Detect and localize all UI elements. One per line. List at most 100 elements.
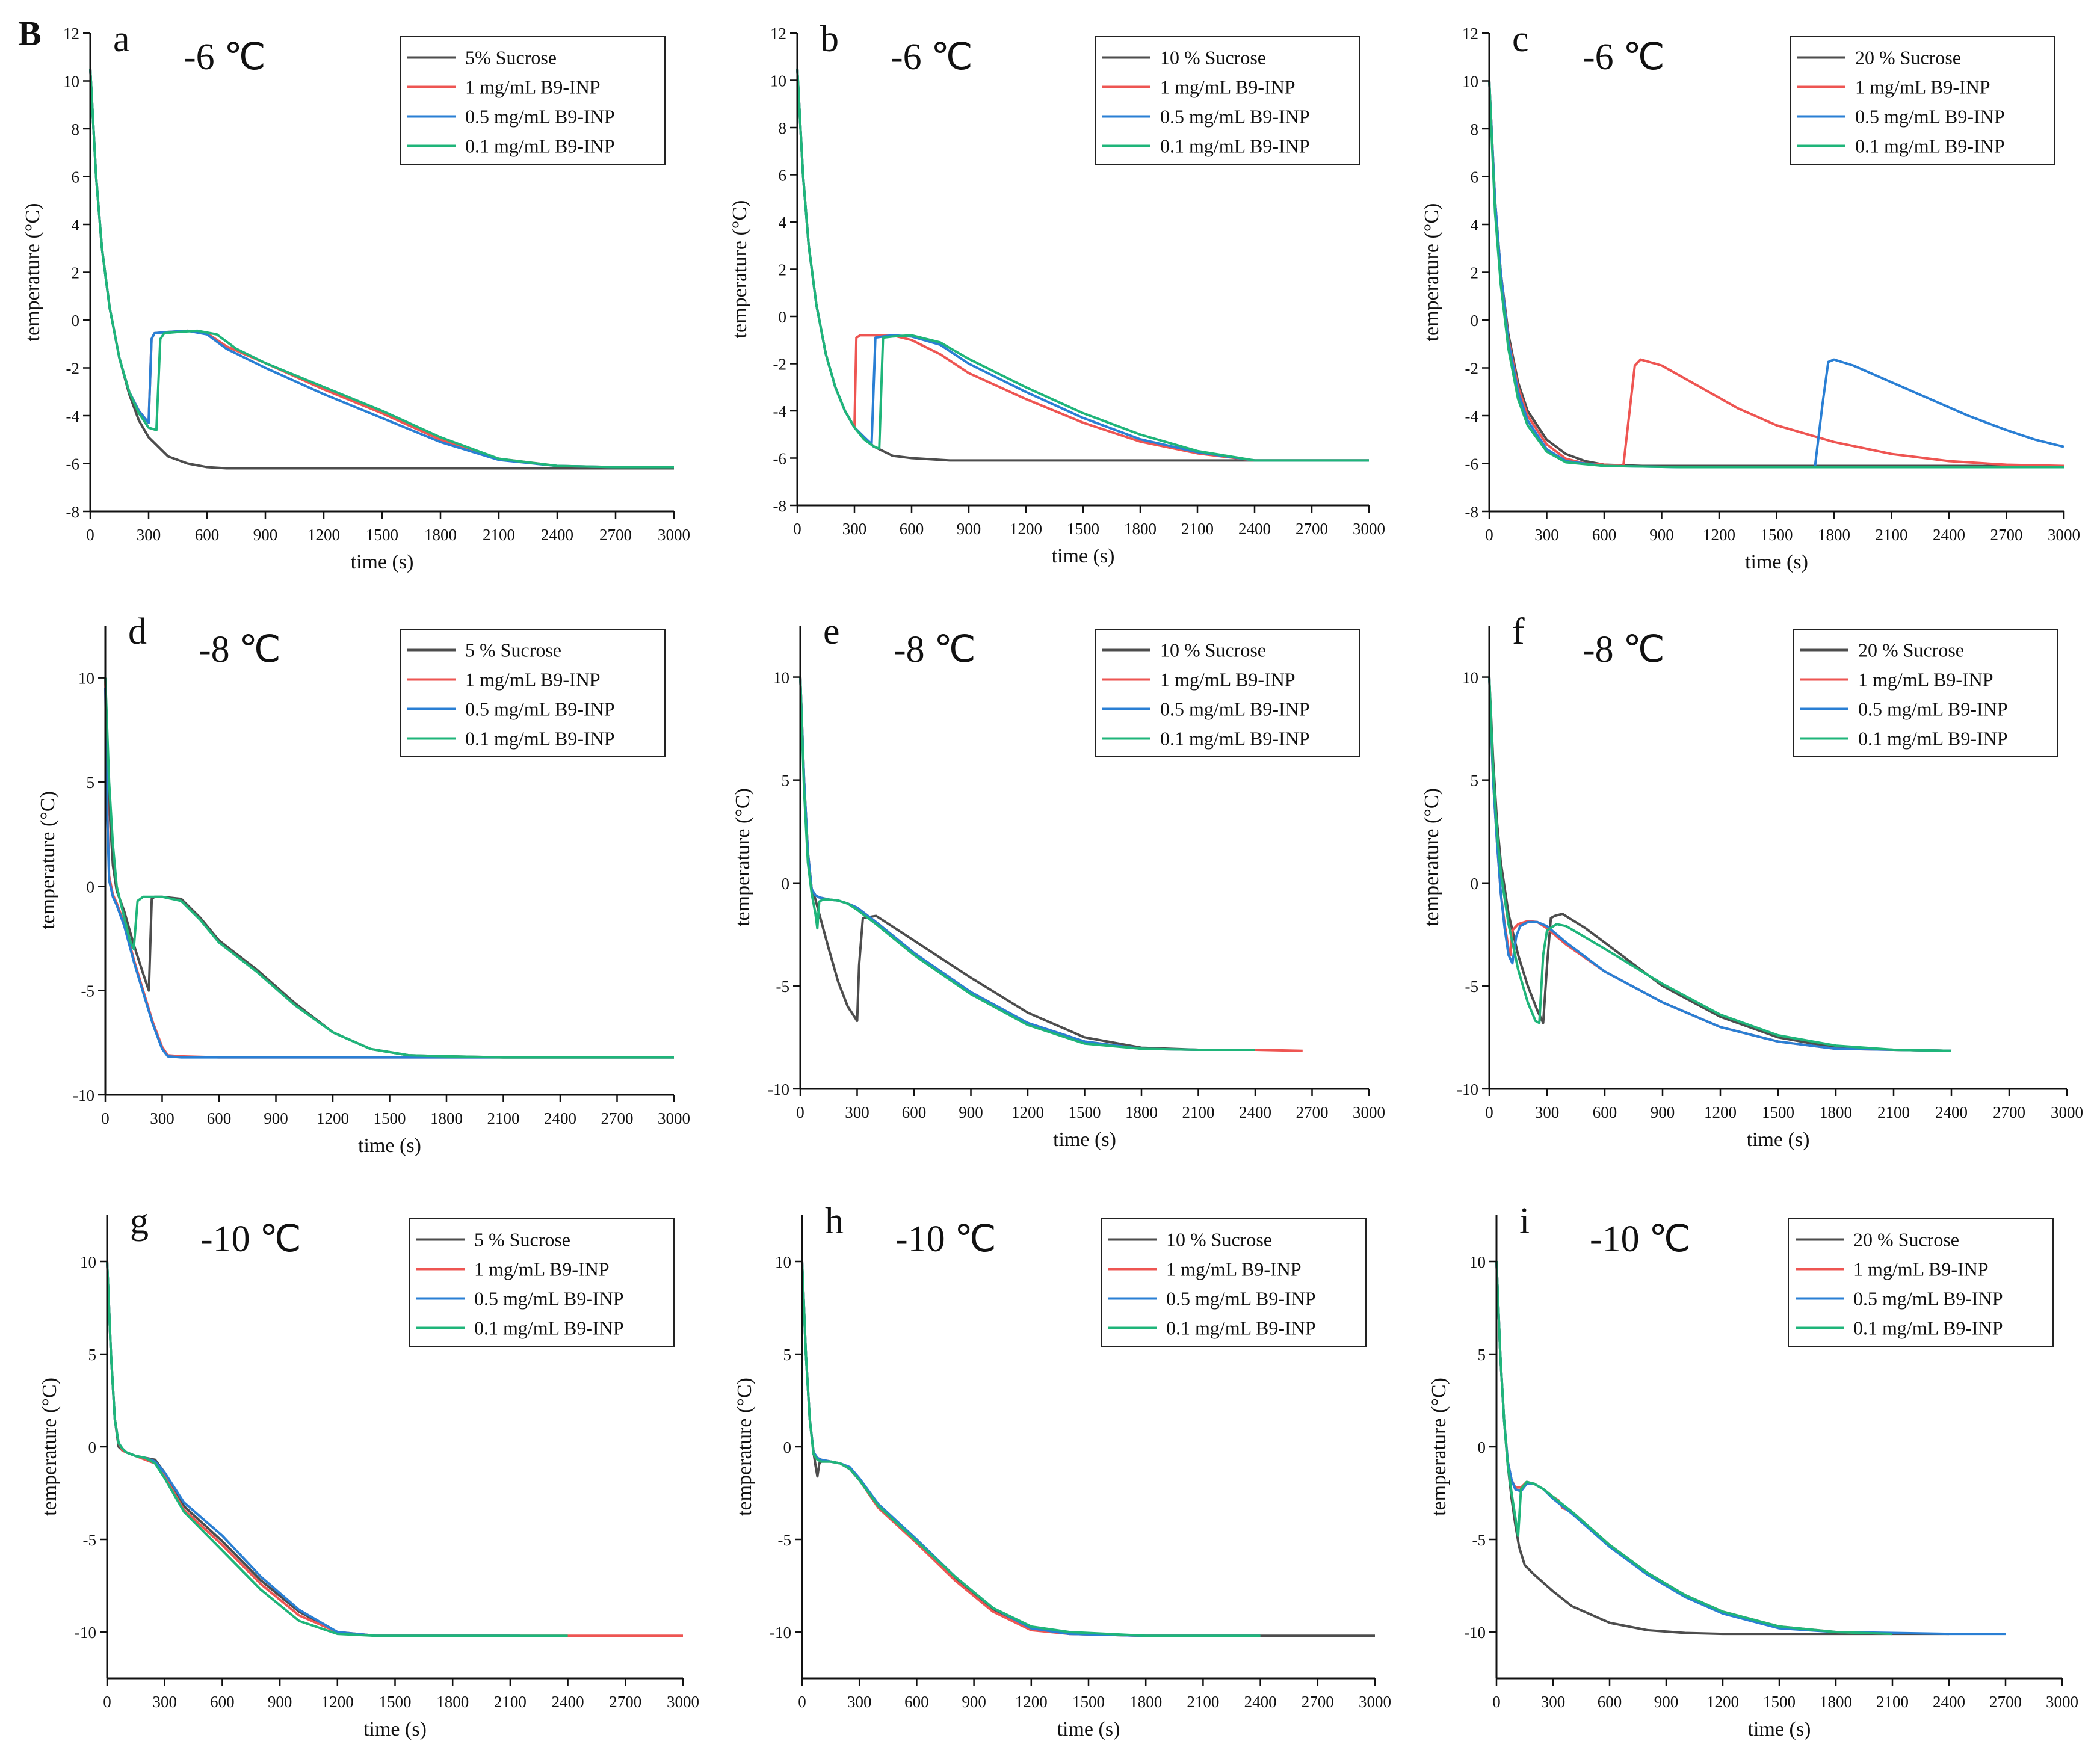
y-tick-label: 10 <box>773 669 789 687</box>
x-tick-label: 1200 <box>1010 520 1042 538</box>
y-tick-label: -2 <box>773 356 787 374</box>
series-group <box>796 68 1369 462</box>
series-line-f-0 <box>1488 677 1952 1052</box>
legend-label: 20 % Sucrose <box>1858 639 1964 661</box>
y-axis-label: temperature (°C) <box>39 1378 61 1516</box>
chart-title: -6 ℃ <box>184 37 266 78</box>
y-tick-label: -10 <box>770 1624 791 1642</box>
panel-letter: b <box>820 19 839 60</box>
x-axis-label: time (s) <box>351 551 414 573</box>
x-tick-label: 2100 <box>1181 520 1214 538</box>
y-axis-label: temperature (°C) <box>733 1378 756 1516</box>
x-tick-label: 2100 <box>483 526 515 544</box>
legend-label: 1 mg/mL B9-INP <box>474 1258 610 1280</box>
series-group <box>799 677 1303 1052</box>
chart-panel-a: 0 300 600 900 1200 1500 1800 2100 2400 2700 3000-8… <box>22 19 690 573</box>
x-tick-label: 600 <box>1598 1693 1622 1711</box>
y-tick-label: 0 <box>88 1438 97 1456</box>
y-axis-label: temperature (°C) <box>37 791 59 929</box>
legend-label: 5% Sucrose <box>465 47 557 69</box>
series-line-h-3 <box>801 1261 1261 1637</box>
x-tick-label: 300 <box>137 526 161 544</box>
legend-label: 0.5 mg/mL B9-INP <box>465 698 615 720</box>
x-tick-label: 1800 <box>424 526 457 544</box>
y-tick-label: 4 <box>779 214 787 232</box>
x-tick-label: 1800 <box>1820 1693 1852 1711</box>
y-tick-label: -5 <box>1465 978 1479 996</box>
x-tick-label: 3000 <box>2051 1103 2083 1121</box>
x-tick-label: 1800 <box>430 1109 463 1127</box>
chart-title: -8 ℃ <box>894 629 976 670</box>
legend-label: 10 % Sucrose <box>1160 47 1266 69</box>
legend-label: 5 % Sucrose <box>474 1229 570 1251</box>
x-tick-label: 3000 <box>658 1109 690 1127</box>
x-tick-label: 1200 <box>1706 1693 1739 1711</box>
y-tick-label: -5 <box>776 978 790 996</box>
x-tick-label: 3000 <box>667 1693 699 1711</box>
y-tick-label: 6 <box>779 167 787 185</box>
x-tick-label: 2100 <box>1182 1103 1215 1121</box>
x-tick-label: 600 <box>904 1693 929 1711</box>
legend-label: 0.5 mg/mL B9-INP <box>1160 698 1310 720</box>
x-tick-label: 2400 <box>1935 1103 1968 1121</box>
y-tick-label: 6 <box>72 168 80 186</box>
x-tick-label: 2400 <box>552 1693 584 1711</box>
x-tick-label: 0 <box>86 526 94 544</box>
legend-label: 0.5 mg/mL B9-INP <box>1160 106 1310 128</box>
x-tick-label: 3000 <box>2048 526 2080 544</box>
y-tick-label: -8 <box>1465 503 1479 521</box>
y-tick-label: 0 <box>783 1438 792 1456</box>
y-tick-label: 5 <box>1478 1346 1486 1364</box>
x-tick-label: 2400 <box>1933 526 1965 544</box>
x-tick-label: 0 <box>1485 1103 1493 1121</box>
y-tick-label: 12 <box>1462 25 1478 43</box>
y-tick-label: 5 <box>87 774 95 792</box>
chart-title: -10 ℃ <box>1590 1219 1691 1260</box>
chart-panel-b: 0 300 600 900 1200 1500 1800 2100 2400 2700 3000-8… <box>729 19 1385 567</box>
legend-label: 0.1 mg/mL B9-INP <box>465 135 615 157</box>
y-tick-label: 8 <box>1471 120 1479 138</box>
y-axis-label: temperature (°C) <box>1428 1378 1450 1516</box>
chart-title: -6 ℃ <box>1583 37 1665 78</box>
series-group <box>1488 677 1952 1052</box>
y-tick-label: 5 <box>88 1346 97 1364</box>
y-tick-label: -8 <box>773 497 787 515</box>
series-line-c-3 <box>1488 81 2064 469</box>
legend-label: 0.5 mg/mL B9-INP <box>1853 1288 2003 1310</box>
x-tick-label: 900 <box>1649 526 1674 544</box>
x-tick-label: 1200 <box>1015 1693 1048 1711</box>
y-tick-label: 10 <box>1462 73 1478 91</box>
series-line-f-2 <box>1488 677 1952 1052</box>
y-tick-label: 10 <box>63 73 79 91</box>
x-tick-label: 2100 <box>1876 526 1908 544</box>
x-tick-label: 2700 <box>609 1693 641 1711</box>
y-tick-label: 10 <box>78 670 94 688</box>
y-tick-label: -6 <box>66 455 80 473</box>
series-line-g-3 <box>106 1261 568 1637</box>
legend-label: 1 mg/mL B9-INP <box>1160 76 1296 98</box>
panel-letter: a <box>113 19 130 60</box>
legend-label: 10 % Sucrose <box>1166 1229 1272 1251</box>
x-tick-label: 600 <box>195 526 220 544</box>
x-tick-label: 2700 <box>1296 520 1328 538</box>
x-tick-label: 600 <box>900 520 924 538</box>
x-tick-label: 1500 <box>1069 1103 1101 1121</box>
panel-letter: e <box>823 611 840 652</box>
legend-label: 10 % Sucrose <box>1160 639 1266 661</box>
series-line-d-2 <box>104 688 674 1059</box>
y-tick-label: -10 <box>73 1086 94 1104</box>
legend-label: 1 mg/mL B9-INP <box>1160 669 1296 691</box>
x-tick-label: 600 <box>210 1693 235 1711</box>
chart-panel-f: 0 300 600 900 1200 1500 1800 2100 2400 2700 3000 -1… <box>1421 611 2083 1151</box>
legend-label: 0.5 mg/mL B9-INP <box>1858 698 2008 720</box>
x-tick-label: 300 <box>845 1103 869 1121</box>
x-tick-label: 2100 <box>494 1693 527 1711</box>
chart-title: -6 ℃ <box>891 37 973 78</box>
legend-label: 0.1 mg/mL B9-INP <box>1853 1317 2003 1339</box>
series-group <box>801 1261 1375 1637</box>
y-tick-label: 0 <box>72 312 80 330</box>
y-tick-label: 2 <box>1471 264 1479 282</box>
panel-letter: i <box>1519 1201 1530 1242</box>
y-axis-label: temperature (°C) <box>1421 788 1443 926</box>
